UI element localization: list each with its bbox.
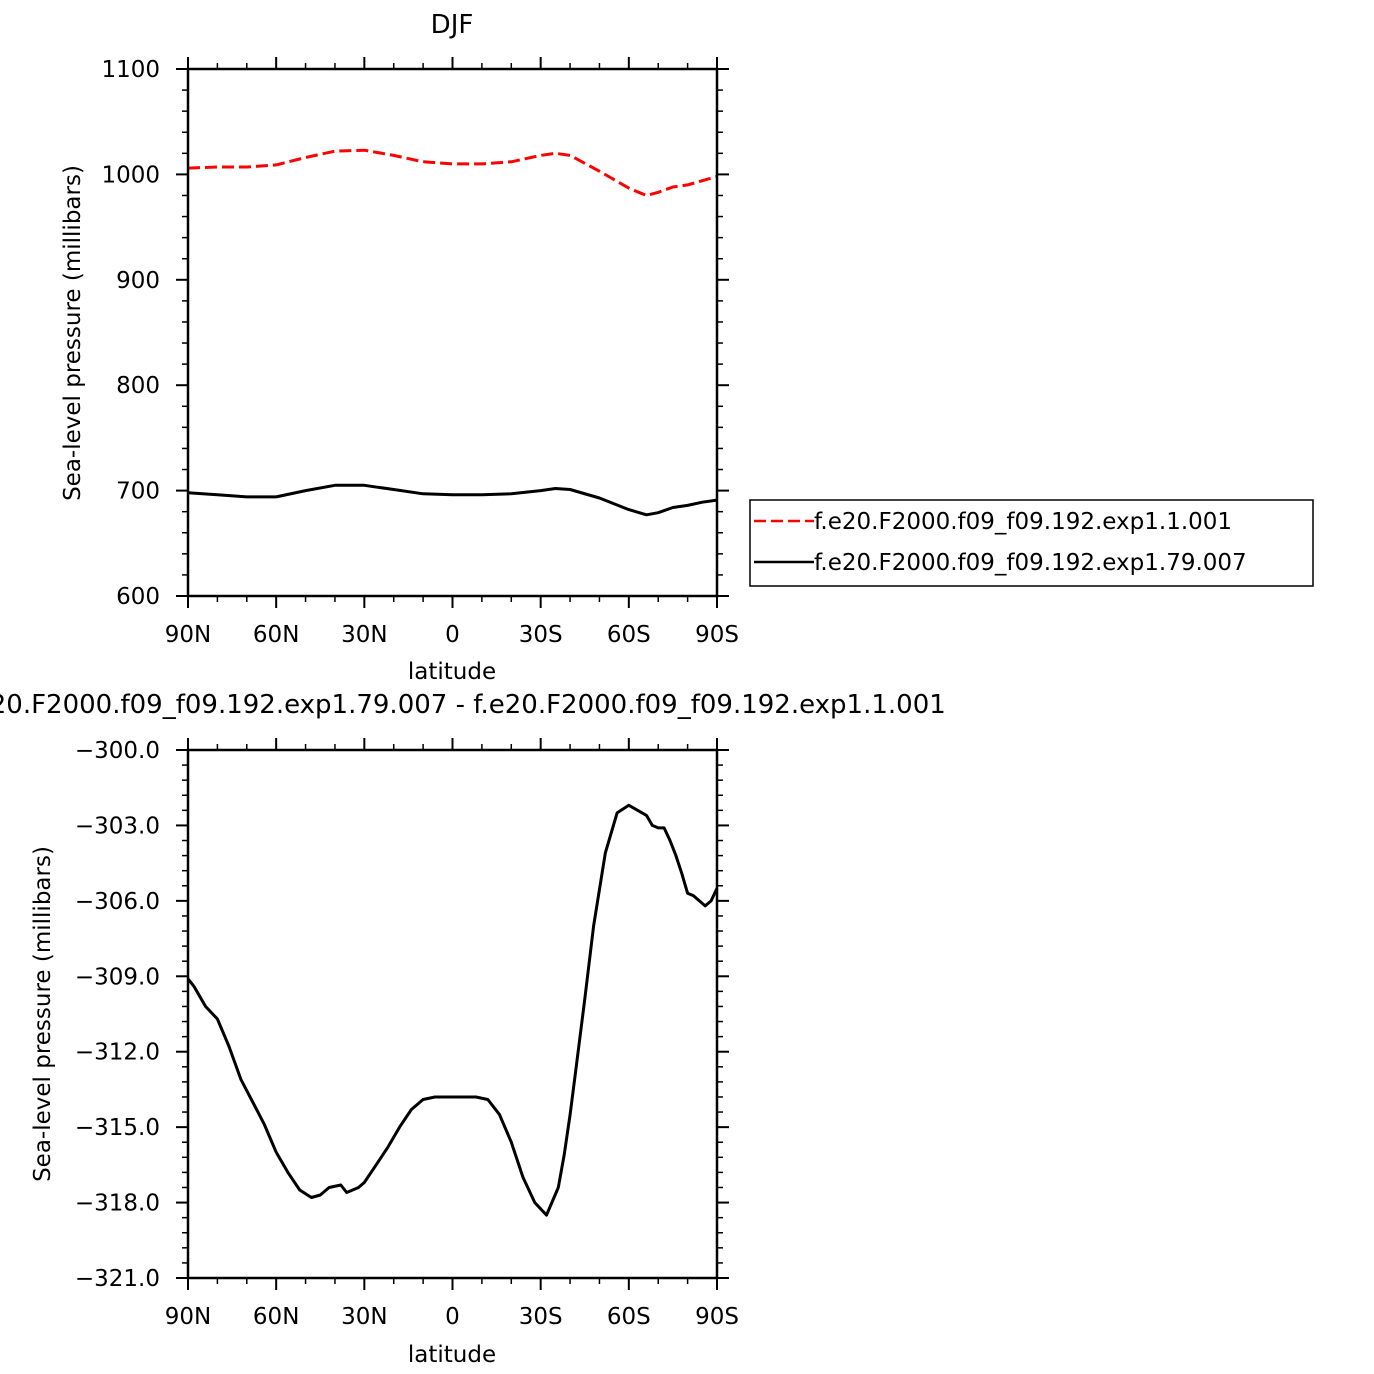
top-x-tick-label-3: 0 [445, 622, 460, 648]
top-x-tick-label-2: 30N [341, 622, 387, 648]
bottom-y-tick-label-3: −309.0 [75, 964, 160, 990]
bottom-y-axis-label: Sea-level pressure (millibars) [30, 846, 56, 1182]
bottom-y-tick-label-6: −318.0 [75, 1191, 160, 1217]
bottom-y-tick-label-4: −312.0 [75, 1040, 160, 1066]
legend-label-series-1: f.e20.F2000.f09_f09.192.exp1.1.001 [814, 509, 1232, 535]
top-y-tick-label-4: 700 [116, 479, 160, 505]
top-series-group [187, 148, 718, 517]
bottom-x-tick-label-2: 30N [341, 1304, 387, 1330]
top-y-tick-label-0: 1100 [101, 57, 160, 83]
bottom-x-tick-label-5: 60S [607, 1304, 651, 1330]
top-axes: 90N 60N 30N 0 30S 60S 90S 1100 1000 900 800 700 600 [101, 57, 739, 648]
bottom-y-tick-label-7: −321.0 [75, 1266, 160, 1292]
bottom-y-tick-label-1: −303.0 [75, 813, 160, 839]
bottom-panel: f.e20.F2000.f09_f09.192.exp1.79.007 - f.… [0, 690, 946, 1368]
top-y-tick-label-1: 1000 [101, 162, 160, 188]
bottom-y-tick-label-2: −306.0 [75, 889, 160, 915]
bottom-series-group [186, 803, 719, 1217]
bottom-x-tick-label-4: 30S [519, 1304, 563, 1330]
top-x-tick-label-0: 90N [165, 622, 211, 648]
bottom-x-tick-label-1: 60N [253, 1304, 299, 1330]
legend-label-series-2: f.e20.F2000.f09_f09.192.exp1.79.007 [814, 550, 1247, 576]
top-panel: DJF Sea-level pressure (millibars) latit… [60, 10, 739, 685]
top-y-tick-label-5: 600 [116, 584, 160, 610]
bottom-x-axis-label: latitude [408, 1342, 496, 1368]
top-series-line-2 [187, 483, 718, 517]
top-y-axis-label: Sea-level pressure (millibars) [60, 165, 86, 501]
bottom-x-tick-label-6: 90S [695, 1304, 739, 1330]
bottom-plot-frame [186, 748, 719, 1280]
top-y-tick-label-2: 900 [116, 268, 160, 294]
top-x-tick-label-1: 60N [253, 622, 299, 648]
bottom-y-tick-label-5: −315.0 [75, 1115, 160, 1141]
bottom-axes: 90N 60N 30N 0 30S 60S 90S −300.0 −303.0 −306.0 −30… [75, 738, 739, 1330]
bottom-y-tick-label-0: −300.0 [75, 738, 160, 764]
top-chart-title: DJF [431, 10, 474, 40]
bottom-x-tick-label-0: 90N [165, 1304, 211, 1330]
bottom-x-tick-label-3: 0 [445, 1304, 460, 1330]
bottom-chart-title: f.e20.F2000.f09_f09.192.exp1.79.007 - f.… [0, 690, 946, 720]
top-x-tick-label-4: 30S [519, 622, 563, 648]
bottom-series-line-1 [186, 803, 719, 1217]
legend: f.e20.F2000.f09_f09.192.exp1.1.001 f.e20… [749, 499, 1314, 587]
top-plot-frame [186, 67, 719, 598]
top-y-tick-label-3: 800 [116, 373, 160, 399]
top-series-line-1 [187, 148, 718, 197]
top-x-axis-label: latitude [408, 659, 496, 685]
legend-box [749, 499, 1314, 587]
top-x-tick-label-5: 60S [607, 622, 651, 648]
top-x-tick-label-6: 90S [695, 622, 739, 648]
